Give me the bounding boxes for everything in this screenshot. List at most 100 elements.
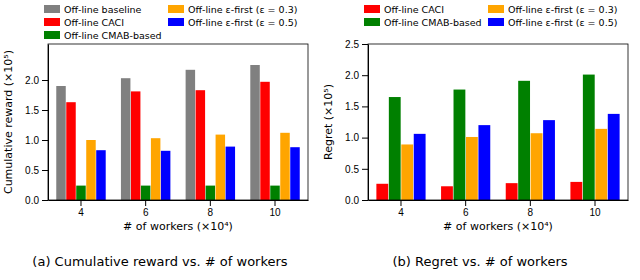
legend-swatch — [488, 18, 504, 26]
bar — [608, 114, 620, 200]
bar — [226, 147, 235, 200]
y-axis: 0.0 0.5 1.0 1.5 2.0 — [25, 45, 48, 206]
tick-label: 0.0 — [25, 195, 39, 206]
bars — [56, 65, 299, 200]
legend-item: Off-line ε-first (ε = 0.3) — [488, 4, 617, 15]
legend-label: Off-line CMAB-based — [64, 30, 162, 41]
bar — [454, 90, 466, 200]
tick-mark — [42, 140, 48, 141]
legend-label: Off-line ε-first (ε = 0.5) — [508, 17, 617, 28]
bar — [506, 183, 518, 200]
bar — [376, 184, 388, 200]
tick-label: 2.5 — [345, 39, 359, 50]
legend-item: Off-line ε-first (ε = 0.5) — [168, 17, 297, 28]
tick-mark — [42, 110, 48, 111]
legend-item: Off-line ε-first (ε = 0.3) — [168, 4, 297, 15]
legend: Off-line CACI Off-line CMAB-based Off-line… — [364, 4, 617, 28]
tick-label: 1.5 — [25, 105, 39, 116]
legend: Off-line baseline Off-line CACI Off-line C… — [44, 4, 297, 41]
tick-mark — [275, 200, 276, 206]
legend-swatch — [168, 18, 184, 26]
plot-frame — [48, 44, 308, 200]
y-tick: 2.0 — [345, 70, 368, 81]
x-tick: 8 — [528, 200, 534, 218]
axis-line — [368, 45, 369, 201]
tick-label: 1.0 — [25, 135, 39, 146]
bar — [196, 90, 205, 200]
tick-label: 2.0 — [25, 75, 39, 86]
x-axis: 46810 — [49, 200, 309, 218]
plot-frame — [368, 44, 628, 200]
tick-mark — [362, 200, 368, 201]
tick-label: 6 — [463, 207, 469, 218]
y-tick: 1.5 — [25, 105, 48, 116]
y-tick: 2.5 — [345, 39, 368, 50]
bar — [531, 133, 543, 200]
panel: 0.00.51.01.52.046810# of workers (×10⁴)C… — [2, 4, 309, 269]
tick-mark — [42, 80, 48, 81]
bar — [414, 134, 426, 200]
y-tick: 1.0 — [25, 135, 48, 146]
tick-mark — [42, 200, 48, 201]
legend-swatch — [488, 5, 504, 13]
bars — [376, 75, 619, 200]
legend-label: Off-line ε-first (ε = 0.3) — [508, 4, 617, 15]
y-tick: 0.0 — [25, 195, 48, 206]
tick-mark — [595, 200, 596, 206]
x-axis-title: # of workers (×10⁴) — [443, 220, 553, 233]
bar — [441, 186, 453, 200]
bar — [121, 78, 130, 200]
bar — [66, 102, 75, 200]
bar — [570, 182, 582, 200]
legend-label: Off-line CACI — [384, 4, 444, 15]
legend-swatch — [44, 18, 60, 26]
tick-mark — [145, 200, 146, 206]
legend-label: Off-line CACI — [64, 17, 124, 28]
legend-label: Off-line CMAB-based — [384, 17, 482, 28]
tick-label: 2.0 — [345, 70, 359, 81]
legend-swatch — [44, 31, 60, 39]
tick-label: 0.0 — [345, 195, 359, 206]
x-tick: 10 — [589, 200, 601, 218]
bar — [270, 186, 279, 200]
y-tick: 0.0 — [345, 195, 368, 206]
panel: 0.00.51.01.52.02.546810# of workers (×10… — [322, 4, 629, 269]
bar — [401, 144, 413, 200]
figure: 0.00.51.01.52.046810# of workers (×10⁴)C… — [0, 0, 640, 280]
axis-line — [49, 200, 309, 201]
tick-label: 8 — [528, 207, 534, 218]
bar — [131, 91, 140, 200]
legend-item: Off-line ε-first (ε = 0.5) — [488, 17, 617, 28]
bar — [250, 65, 259, 200]
legend-label: Off-line baseline — [64, 4, 142, 15]
bar — [280, 133, 289, 200]
tick-label: 8 — [208, 207, 214, 218]
x-tick: 4 — [398, 200, 404, 218]
tick-mark — [210, 200, 211, 206]
y-tick: 1.5 — [345, 101, 368, 112]
bar — [216, 135, 225, 200]
bar — [186, 70, 195, 200]
bar — [290, 147, 299, 200]
bar — [151, 138, 160, 200]
tick-mark — [530, 200, 531, 206]
bar — [161, 151, 170, 200]
tick-label: 4 — [78, 207, 84, 218]
tick-label: 1.0 — [345, 132, 359, 143]
tick-label: 10 — [589, 207, 601, 218]
legend-item: Off-line CMAB-based — [44, 30, 162, 41]
legend-swatch — [168, 5, 184, 13]
bar — [96, 150, 105, 200]
tick-label: 0.5 — [25, 165, 39, 176]
tick-mark — [400, 200, 401, 206]
tick-mark — [80, 200, 81, 206]
bar — [86, 140, 95, 200]
y-tick: 2.0 — [25, 75, 48, 86]
tick-mark — [42, 170, 48, 171]
bar — [56, 86, 65, 200]
tick-mark — [362, 106, 368, 107]
caption: (a) Cumulative reward vs. # of workers — [32, 254, 287, 269]
bar — [543, 120, 555, 200]
x-axis: 4 6 8 10 — [369, 200, 629, 218]
x-tick: 4 — [78, 200, 84, 218]
